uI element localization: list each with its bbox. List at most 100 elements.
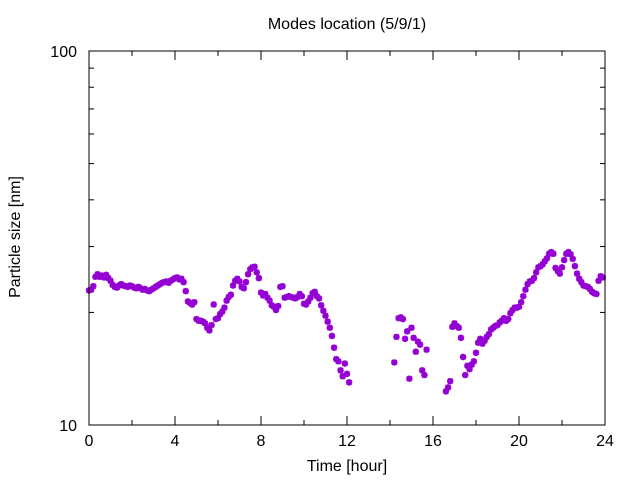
data-point: [449, 323, 456, 331]
data-point: [455, 324, 462, 331]
data-point: [541, 258, 548, 265]
data-point: [182, 287, 189, 295]
data-point: [421, 371, 428, 379]
data-point: [315, 295, 323, 302]
data-point: [571, 262, 579, 270]
data-point: [408, 324, 415, 331]
data-point: [470, 358, 478, 365]
tick-layer: 0 4 8 12 16 20 24 10 100: [50, 44, 614, 450]
data-point: [305, 298, 312, 305]
data-point: [406, 375, 413, 382]
data-point: [227, 291, 235, 298]
data-point: [414, 338, 422, 345]
data-point: [573, 270, 581, 277]
data-point: [244, 271, 252, 278]
data-point: [558, 264, 566, 271]
data-point: [339, 373, 346, 380]
data-point: [214, 315, 222, 322]
data-point: [320, 307, 327, 314]
data-point: [556, 270, 564, 277]
x-tick-label: 16: [424, 433, 442, 450]
data-point: [472, 349, 480, 356]
data-point: [464, 362, 471, 369]
plot-area: [85, 248, 607, 395]
data-point: [87, 286, 95, 293]
data-point: [401, 335, 409, 343]
data-point: [442, 388, 450, 395]
data-point: [307, 294, 314, 301]
data-point: [459, 353, 467, 361]
data-point: [399, 315, 407, 323]
data-point: [242, 278, 250, 286]
data-point: [393, 333, 400, 341]
data-point: [520, 292, 527, 300]
data-point: [539, 261, 546, 268]
data-point: [522, 286, 529, 293]
data-point: [191, 298, 198, 306]
data-point: [311, 288, 318, 296]
data-point: [266, 297, 273, 304]
data-point: [447, 377, 454, 385]
data-point: [294, 293, 301, 301]
data-point: [210, 301, 217, 308]
data-point: [419, 367, 426, 374]
data-point: [479, 340, 486, 347]
data-point: [255, 274, 263, 282]
data-point: [528, 277, 536, 284]
data-point: [236, 278, 243, 285]
data-point: [335, 358, 342, 365]
data-point: [240, 285, 247, 292]
data-point: [593, 290, 600, 298]
data-point: [412, 348, 419, 355]
data-point: [517, 298, 525, 306]
data-point: [524, 280, 531, 288]
data-point: [257, 289, 265, 296]
data-point: [466, 365, 473, 373]
y-axis-label: Particle size [nm]: [7, 176, 24, 298]
data-point: [105, 274, 112, 282]
x-tick-label: 20: [510, 433, 528, 450]
data-point: [337, 367, 344, 374]
data-point: [543, 255, 551, 262]
data-point: [505, 315, 512, 323]
x-tick-label: 8: [257, 433, 266, 450]
data-point: [328, 332, 336, 340]
data-point: [552, 264, 559, 272]
data-point: [515, 303, 523, 311]
data-point: [251, 263, 258, 270]
data-point: [318, 302, 325, 309]
data-point: [530, 274, 538, 282]
data-point: [410, 334, 417, 342]
data-point: [578, 278, 585, 286]
x-tick-label: 24: [596, 433, 614, 450]
data-point: [234, 275, 241, 282]
data-point: [262, 290, 269, 298]
y-tick-label: 10: [59, 418, 77, 435]
data-point: [595, 277, 602, 284]
data-point: [180, 278, 187, 286]
data-point: [324, 318, 331, 325]
data-point: [444, 384, 452, 391]
data-point: [483, 333, 490, 341]
data-point: [485, 330, 493, 338]
data-point: [550, 250, 557, 257]
data-point: [462, 371, 469, 379]
data-point: [178, 275, 185, 282]
data-point: [229, 282, 237, 289]
data-point: [264, 294, 271, 301]
x-tick-label: 4: [171, 433, 180, 450]
data-point: [298, 292, 306, 300]
data-point: [567, 251, 574, 258]
data-point: [468, 361, 475, 368]
data-point: [90, 283, 97, 290]
plot-frame: [88, 50, 606, 426]
data-point: [330, 344, 338, 351]
data-point: [477, 335, 484, 343]
x-tick-label: 12: [338, 433, 356, 450]
data-point: [326, 324, 333, 331]
data-point: [507, 310, 514, 317]
data-point: [103, 271, 110, 279]
data-point: [253, 269, 260, 276]
data-point: [457, 334, 465, 342]
data-point: [416, 341, 424, 348]
